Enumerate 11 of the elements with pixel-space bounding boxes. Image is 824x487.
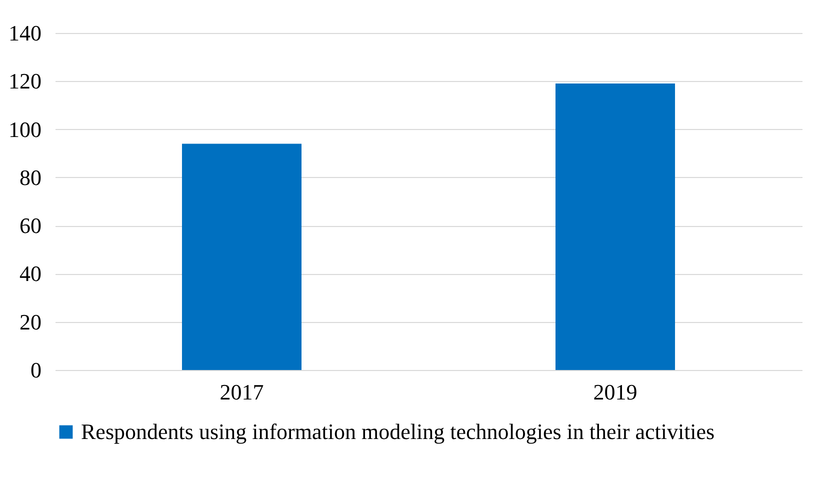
- x-tick-label: 2017: [220, 380, 264, 404]
- y-tick-label: 100: [8, 116, 42, 142]
- y-tick-label: 120: [8, 68, 42, 94]
- y-tick-label: 20: [20, 309, 42, 334]
- y-tick-label: 60: [20, 213, 42, 238]
- y-tick-label: 80: [20, 164, 42, 190]
- y-tick-label: 0: [30, 358, 42, 382]
- x-tick-label: 2019: [593, 380, 638, 404]
- y-tick-label: 140: [8, 20, 42, 46]
- y-tick-label: 40: [20, 261, 42, 286]
- legend-label: Respondents using information modeling technologies in their activities: [81, 419, 715, 444]
